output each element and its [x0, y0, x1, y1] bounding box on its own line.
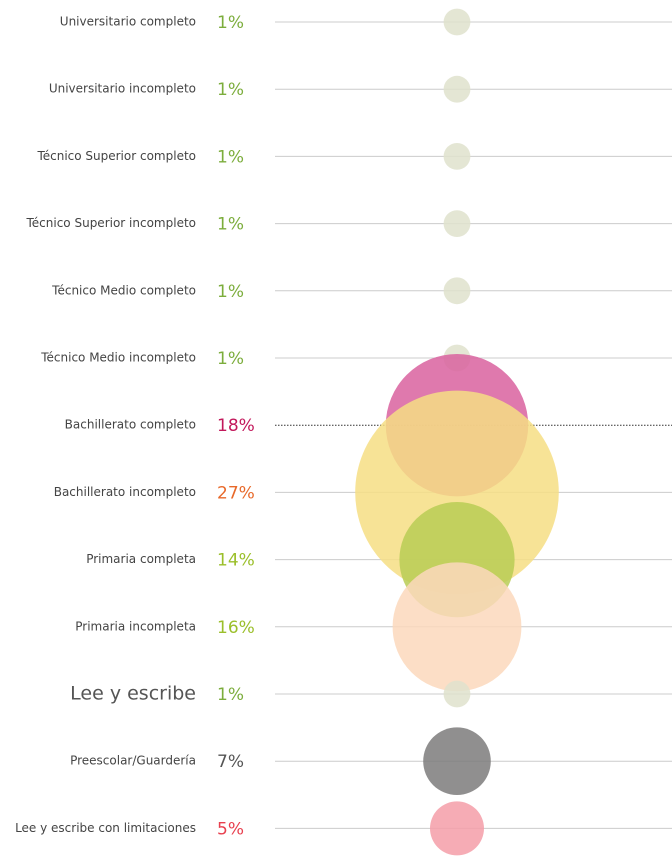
category-label: Lee y escribe	[70, 683, 196, 705]
category-label: Técnico Superior incompleto	[26, 216, 197, 230]
bubble	[430, 801, 484, 856]
bubble	[443, 8, 471, 36]
bubble	[392, 562, 522, 692]
value-label: 1%	[217, 13, 244, 33]
bubble	[443, 75, 471, 103]
bubble	[443, 210, 471, 238]
category-label: Universitario incompleto	[49, 82, 196, 96]
category-label: Preescolar/Guardería	[70, 754, 196, 768]
category-label: Técnico Medio completo	[51, 283, 196, 297]
category-label: Técnico Superior completo	[36, 149, 196, 163]
category-label: Bachillerato completo	[65, 418, 196, 432]
category-label: Lee y escribe con limitaciones	[15, 821, 196, 835]
value-label: 5%	[217, 819, 244, 839]
bubble	[443, 143, 471, 170]
category-label: Bachillerato incompleto	[54, 485, 196, 499]
category-label: Técnico Medio incompleto	[40, 351, 196, 365]
labels: Universitario completo 1% Universitario in…	[15, 13, 255, 839]
value-label: 1%	[217, 80, 244, 100]
bubbles	[355, 8, 559, 856]
value-label: 18%	[217, 416, 255, 436]
value-label: 14%	[217, 551, 255, 571]
category-label: Primaria completa	[86, 552, 196, 566]
bubble	[443, 277, 471, 305]
value-label: 27%	[217, 483, 255, 503]
value-label: 16%	[217, 618, 255, 638]
bubble	[423, 727, 491, 795]
category-label: Universitario completo	[60, 15, 196, 29]
value-label: 1%	[217, 147, 244, 167]
value-label: 1%	[217, 215, 244, 235]
category-label: Primaria incompleta	[75, 619, 196, 633]
value-label: 1%	[217, 349, 244, 369]
value-label: 1%	[217, 685, 244, 705]
value-label: 7%	[217, 752, 244, 772]
value-label: 1%	[217, 282, 244, 302]
bubble	[443, 680, 471, 708]
